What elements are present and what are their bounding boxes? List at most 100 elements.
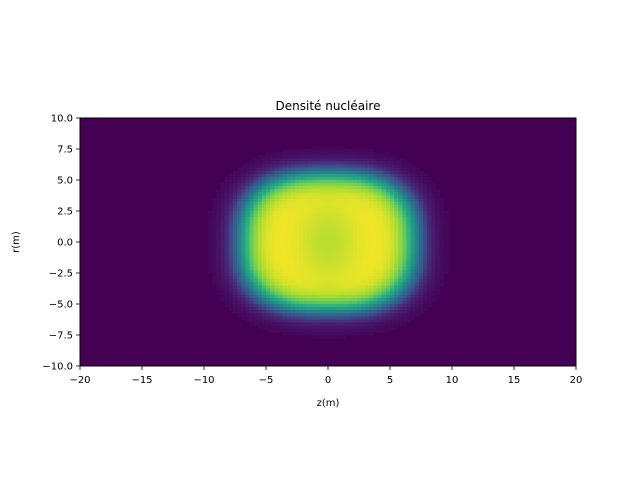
- heatmap-cell: [290, 149, 296, 153]
- heatmap-cell: [328, 180, 333, 184]
- heatmap-cell: [390, 155, 395, 159]
- heatmap-cell: [336, 316, 341, 321]
- heatmap-cell: [390, 291, 395, 296]
- heatmap-cell: [390, 322, 395, 327]
- heatmap-cell: [352, 217, 358, 221]
- heatmap-cell: [369, 260, 375, 265]
- heatmap-cell: [390, 269, 395, 274]
- heatmap-cell: [336, 251, 341, 255]
- heatmap-cell: [253, 183, 259, 187]
- heatmap-cell: [340, 304, 346, 308]
- heatmap-cell: [253, 229, 259, 234]
- heatmap-cell: [319, 214, 325, 218]
- heatmap-cell: [303, 198, 308, 203]
- heatmap-cell: [348, 211, 354, 215]
- heatmap-cell: [253, 195, 259, 200]
- heatmap-cell: [348, 313, 354, 317]
- heatmap-cell: [220, 211, 226, 215]
- heatmap-cell: [303, 170, 308, 175]
- heatmap-cell: [282, 180, 288, 184]
- heatmap-cell: [311, 238, 317, 243]
- heatmap-cell: [249, 245, 255, 249]
- heatmap-cell: [224, 273, 230, 277]
- heatmap-cell: [212, 220, 217, 224]
- heatmap-cell: [323, 226, 329, 231]
- heatmap-cell: [311, 279, 317, 283]
- heatmap-cell: [220, 291, 226, 296]
- heatmap-cell: [373, 232, 379, 237]
- heatmap-cell: [369, 149, 375, 153]
- heatmap-cell: [237, 223, 242, 228]
- heatmap-cell: [216, 223, 222, 228]
- heatmap-cell: [261, 310, 267, 314]
- heatmap-cell: [224, 257, 230, 262]
- heatmap-cell: [257, 204, 263, 209]
- heatmap-cell: [241, 198, 246, 203]
- heatmap-cell: [224, 291, 230, 296]
- heatmap-cell: [402, 285, 408, 290]
- heatmap-cell: [290, 198, 296, 203]
- heatmap-cell: [311, 297, 317, 302]
- heatmap-cell: [232, 214, 238, 218]
- heatmap-cell: [245, 204, 251, 209]
- heatmap-cell: [311, 322, 317, 327]
- heatmap-cell: [390, 226, 395, 231]
- heatmap-cell: [208, 214, 213, 218]
- heatmap-cell: [352, 254, 358, 259]
- heatmap-cell: [299, 229, 304, 234]
- heatmap-cell: [427, 207, 432, 212]
- heatmap-cell: [352, 229, 358, 234]
- heatmap-cell: [356, 282, 362, 286]
- heatmap-cell: [294, 291, 300, 296]
- heatmap-cell: [220, 257, 226, 262]
- heatmap-cell: [431, 195, 437, 200]
- heatmap-cell: [352, 189, 358, 193]
- heatmap-cell: [344, 192, 350, 197]
- heatmap-cell: [431, 211, 437, 215]
- heatmap-cell: [381, 282, 387, 286]
- heatmap-cell: [303, 288, 308, 293]
- heatmap-cell: [369, 297, 375, 302]
- heatmap-cell: [307, 300, 313, 305]
- heatmap-cell: [274, 155, 279, 159]
- y-tick-label: 2.5: [57, 207, 73, 218]
- heatmap-cell: [443, 263, 449, 268]
- heatmap-cell: [431, 238, 437, 243]
- heatmap-cell: [261, 260, 267, 265]
- heatmap-cell: [418, 226, 424, 231]
- heatmap-cell: [249, 269, 255, 274]
- heatmap-cell: [299, 322, 304, 327]
- heatmap-cell: [365, 158, 370, 162]
- heatmap-cell: [427, 254, 432, 259]
- heatmap-cell: [336, 183, 341, 187]
- heatmap-cell: [274, 257, 279, 262]
- heatmap-cell: [245, 242, 251, 246]
- heatmap-cell: [356, 176, 362, 181]
- heatmap-cell: [348, 152, 354, 156]
- heatmap-cell: [377, 316, 383, 321]
- heatmap-cell: [373, 170, 379, 175]
- heatmap-cell: [224, 269, 230, 274]
- heatmap-cell: [423, 304, 428, 308]
- heatmap-cell: [332, 248, 337, 252]
- heatmap-cell: [237, 201, 242, 206]
- heatmap-cell: [290, 285, 296, 290]
- heatmap-cell: [394, 158, 399, 162]
- heatmap-cell: [290, 180, 296, 184]
- heatmap-cell: [303, 304, 308, 308]
- heatmap-cell: [299, 189, 304, 193]
- heatmap-cell: [348, 201, 354, 206]
- heatmap-cell: [365, 186, 370, 190]
- heatmap-cell: [299, 180, 304, 184]
- heatmap-cell: [286, 232, 292, 237]
- heatmap-cell: [398, 300, 403, 305]
- heatmap-cell: [266, 294, 271, 299]
- heatmap-cell: [369, 186, 375, 190]
- heatmap-cell: [377, 223, 383, 228]
- heatmap-cell: [332, 300, 337, 305]
- heatmap-cell: [352, 238, 358, 243]
- heatmap-cell: [356, 238, 362, 243]
- heatmap-cell: [344, 297, 350, 302]
- heatmap-cell: [414, 220, 420, 224]
- y-tick-label: −7.5: [49, 331, 73, 342]
